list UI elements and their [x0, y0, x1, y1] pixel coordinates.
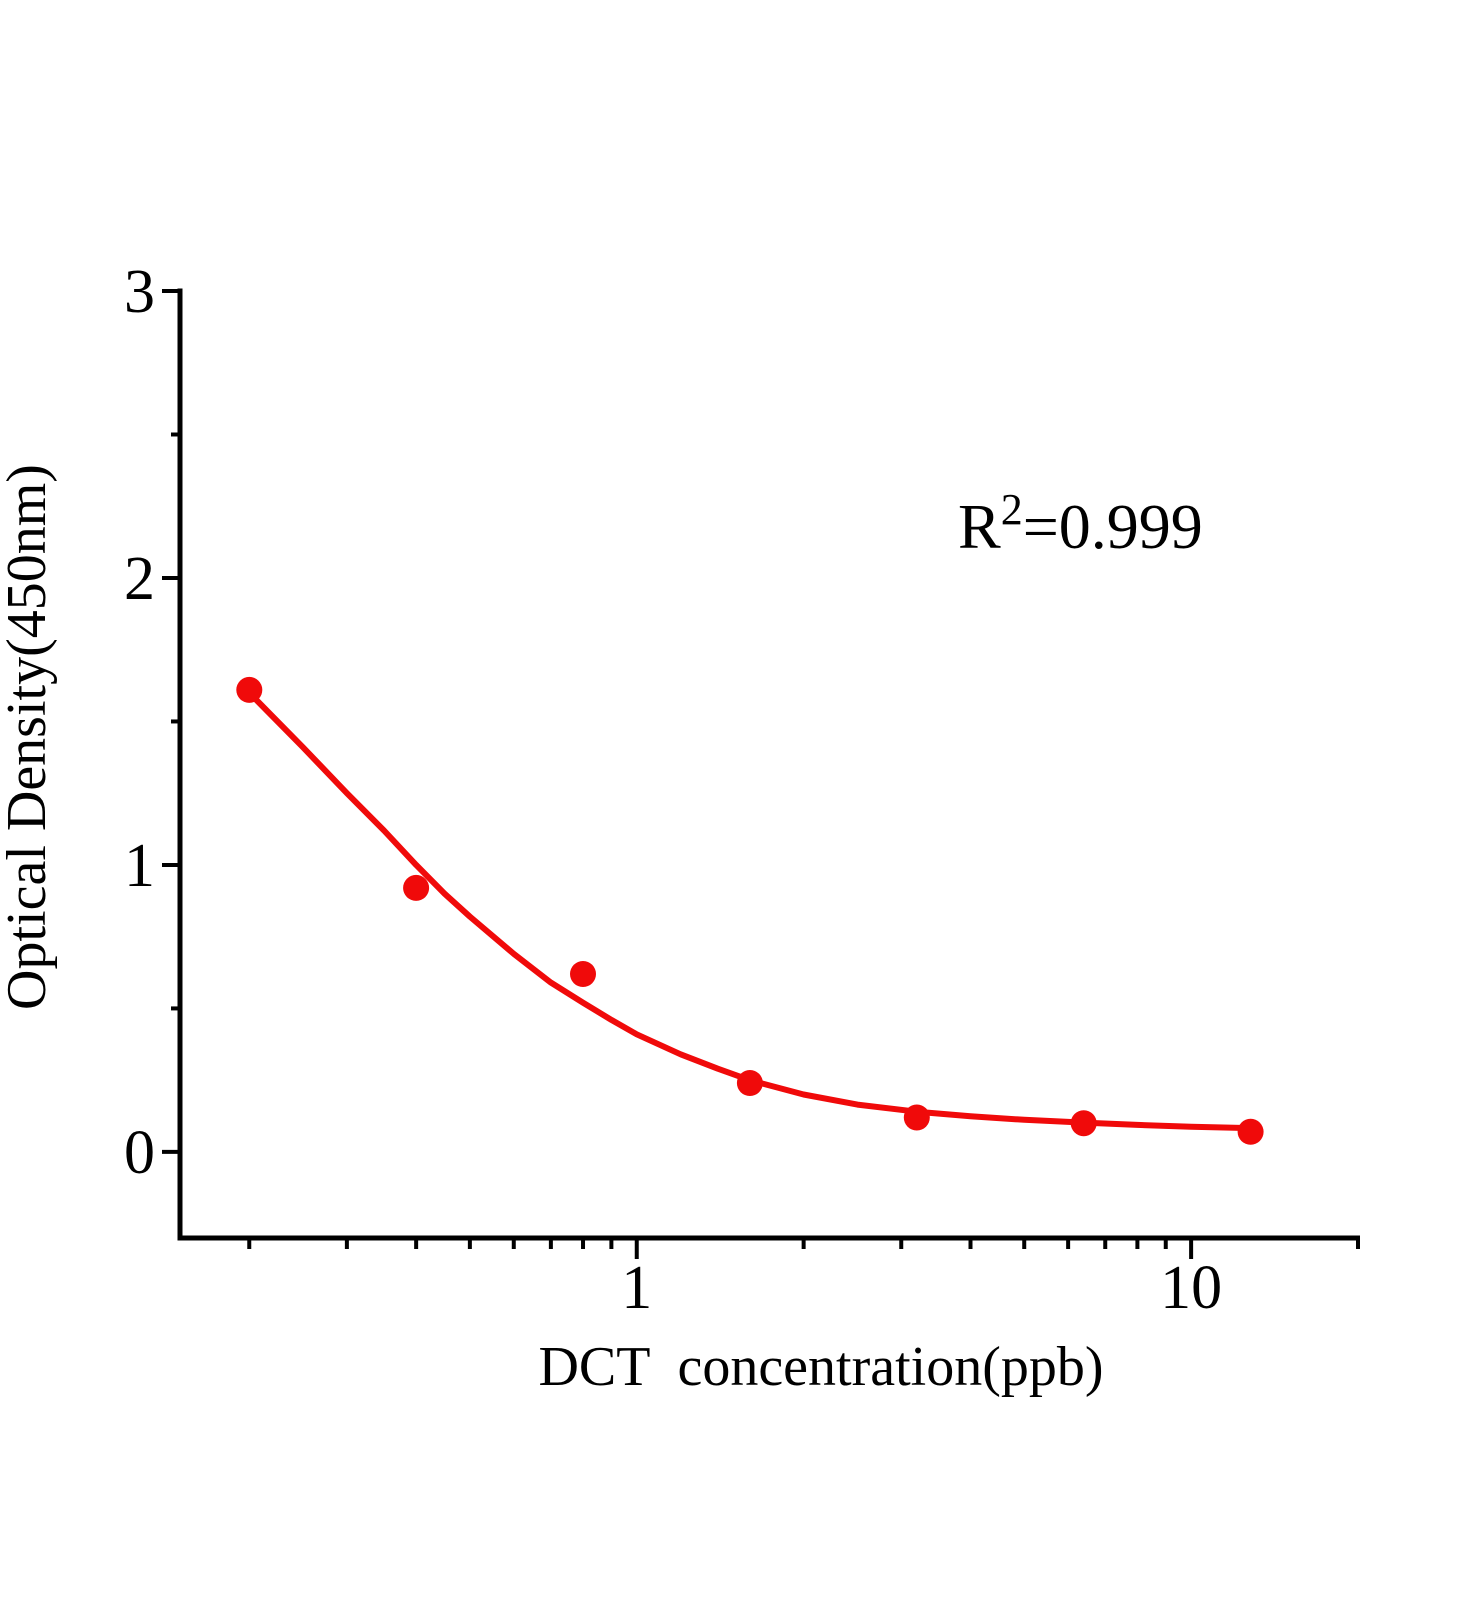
y-tick-label: 1: [124, 832, 155, 900]
x-tick-label: 10: [1160, 1254, 1222, 1322]
data-point: [903, 1104, 930, 1131]
y-tick-label: 3: [124, 258, 155, 326]
y-axis-title: Optical Density(450nm): [0, 464, 58, 1010]
y-tick-label: 2: [124, 545, 155, 613]
data-point: [570, 961, 596, 987]
series-layer: [236, 676, 1264, 1145]
r-squared-base: R: [958, 491, 1001, 562]
x-tick-label: 1: [621, 1254, 652, 1322]
r-squared-exponent: 2: [1001, 485, 1023, 534]
x-axis-title: DCT concentration(ppb): [538, 1336, 1103, 1398]
r-squared-value: =0.999: [1023, 491, 1203, 562]
r-squared-annotation: R2=0.999: [958, 485, 1203, 562]
axes-layer: 1 10 0 1 2 3: [124, 258, 1360, 1322]
y-tick-label: 0: [124, 1119, 155, 1187]
data-point: [736, 1070, 763, 1096]
data-point: [1237, 1118, 1264, 1145]
fit-curve: [246, 689, 1254, 1132]
data-point: [236, 676, 263, 703]
data-point: [403, 874, 430, 901]
data-point: [1070, 1110, 1097, 1137]
